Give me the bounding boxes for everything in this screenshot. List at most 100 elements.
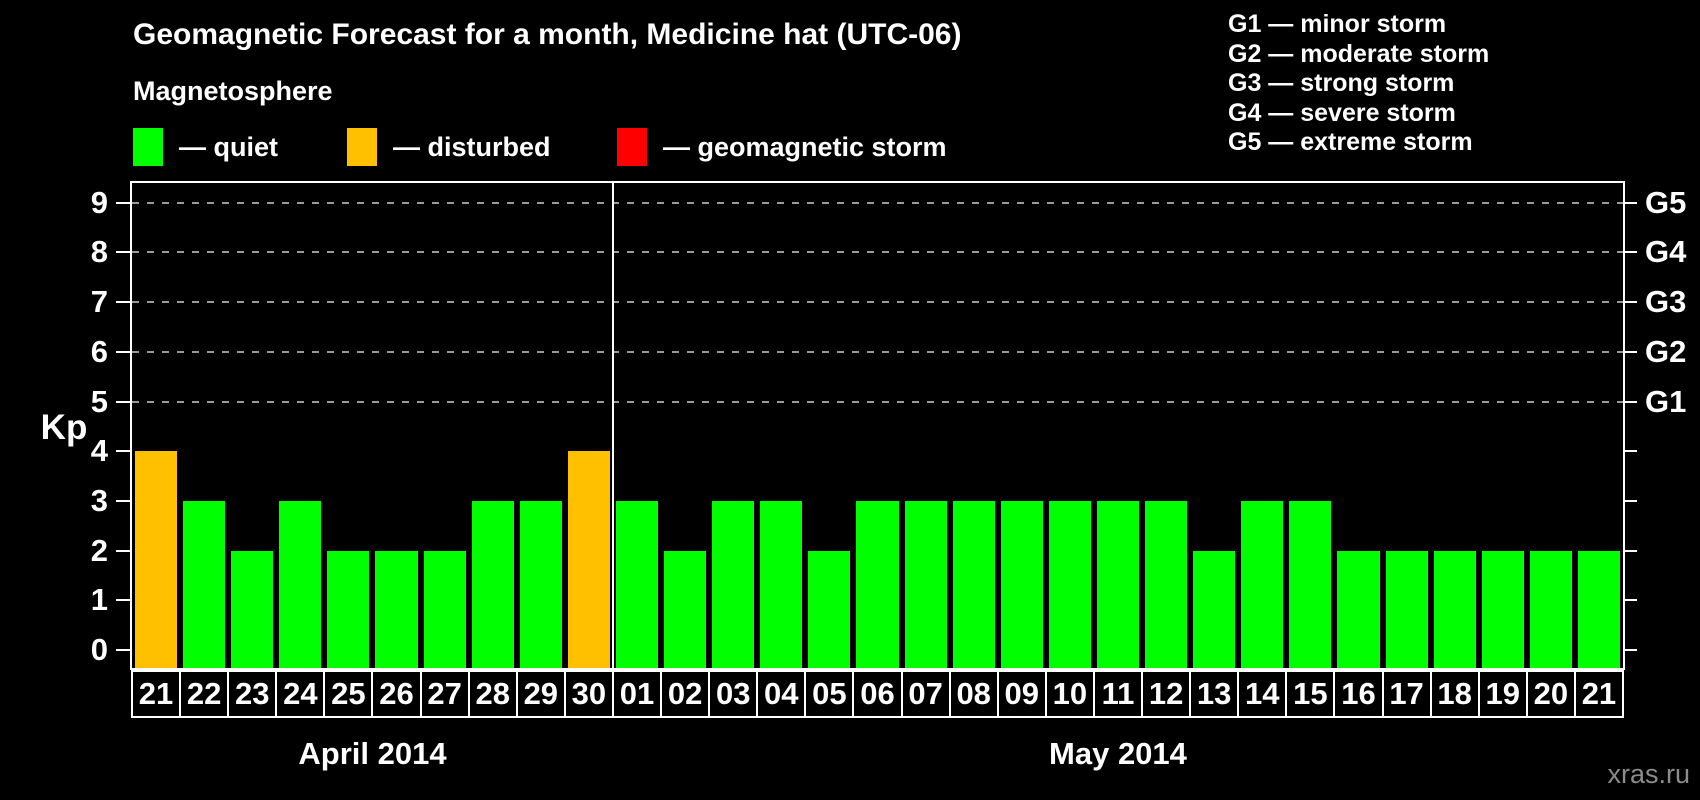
- bar-may-20: [1529, 550, 1572, 668]
- day-label-april-29: 29: [515, 670, 566, 718]
- day-label-may-17: 17: [1381, 670, 1432, 718]
- day-label-may-13: 13: [1189, 670, 1240, 718]
- day-label-may-04: 04: [756, 670, 807, 718]
- bar-may-07: [904, 500, 947, 668]
- y-tick-right-7: [1623, 301, 1637, 304]
- y-tick-label-1: 1: [90, 582, 108, 618]
- y-tick-left-9: [116, 201, 130, 204]
- bar-may-14: [1241, 500, 1284, 668]
- magnetosphere-label: Magnetosphere: [133, 76, 333, 106]
- y-tick-right-6: [1623, 350, 1637, 353]
- day-label-may-18: 18: [1429, 670, 1480, 718]
- day-label-may-05: 05: [804, 670, 855, 718]
- day-label-may-08: 08: [948, 670, 999, 718]
- y-tick-left-0: [116, 649, 130, 651]
- gridline-kp9: [132, 201, 1623, 204]
- kp-axis-label: Kp: [40, 408, 88, 447]
- bar-april-21: [135, 451, 178, 668]
- g-scale-label-G1: G1: [1645, 383, 1687, 419]
- day-label-may-07: 07: [900, 670, 951, 718]
- g-scale-label-G2: G2: [1645, 333, 1687, 369]
- day-label-april-25: 25: [323, 670, 374, 718]
- gridline-kp6: [132, 350, 1623, 353]
- storm-color-swatch: [617, 128, 647, 166]
- y-tick-left-4: [116, 450, 130, 453]
- day-label-april-28: 28: [467, 670, 518, 718]
- bar-may-04: [760, 500, 803, 668]
- bar-may-02: [664, 550, 707, 668]
- bar-may-11: [1096, 500, 1140, 668]
- day-label-april-30: 30: [563, 670, 614, 718]
- y-tick-right-8: [1623, 251, 1637, 254]
- bar-may-08: [952, 500, 995, 668]
- y-tick-left-6: [116, 350, 130, 353]
- disturbed-color-swatch: [347, 128, 377, 166]
- day-label-april-22: 22: [179, 670, 230, 718]
- legend-item-quiet: — quiet: [133, 126, 278, 168]
- bar-may-17: [1385, 550, 1428, 668]
- day-label-may-12: 12: [1141, 670, 1192, 718]
- bar-may-12: [1145, 500, 1188, 668]
- bar-may-16: [1337, 550, 1380, 668]
- day-label-may-01: 01: [611, 670, 663, 718]
- y-tick-right-1: [1623, 599, 1637, 602]
- bar-may-09: [1000, 500, 1043, 668]
- y-tick-label-5: 5: [90, 383, 108, 419]
- quiet-color-swatch: [133, 128, 163, 166]
- g-scale-label-G5: G5: [1645, 184, 1687, 220]
- y-tick-left-3: [116, 499, 130, 502]
- y-tick-label-0: 0: [90, 632, 108, 667]
- bar-april-27: [423, 550, 466, 668]
- page-title: Geomagnetic Forecast for a month, Medici…: [133, 18, 962, 51]
- bar-april-22: [183, 500, 226, 668]
- y-tick-right-3: [1623, 499, 1637, 502]
- y-tick-label-9: 9: [90, 184, 108, 220]
- y-tick-left-2: [116, 549, 130, 552]
- bar-april-26: [375, 550, 418, 668]
- gridline-kp7: [132, 301, 1623, 304]
- day-label-may-11: 11: [1092, 670, 1144, 718]
- g-scale-label-G3: G3: [1645, 284, 1687, 320]
- y-tick-right-2: [1623, 549, 1637, 552]
- gridline-kp8: [132, 251, 1623, 254]
- y-tick-label-2: 2: [90, 532, 108, 568]
- legend-item-storm: — geomagnetic storm: [617, 126, 947, 168]
- legend-item-disturbed: — disturbed: [347, 126, 551, 168]
- bar-april-28: [471, 500, 514, 668]
- bar-may-03: [712, 500, 755, 668]
- day-label-april-27: 27: [419, 670, 470, 718]
- day-label-may-15: 15: [1285, 670, 1336, 718]
- bar-may-10: [1048, 500, 1091, 668]
- day-label-may-09: 09: [996, 670, 1047, 718]
- y-tick-label-4: 4: [90, 433, 108, 469]
- y-tick-label-8: 8: [90, 234, 108, 270]
- y-tick-left-1: [116, 599, 130, 602]
- day-label-april-24: 24: [275, 670, 326, 718]
- storm-scale-item: G5 — extreme storm: [1228, 128, 1473, 156]
- legend-label-disturbed: — disturbed: [393, 131, 551, 162]
- y-tick-left-8: [116, 251, 130, 254]
- watermark: xras.ru: [1607, 759, 1690, 789]
- bar-may-05: [808, 550, 851, 668]
- plot-area: 0 1 2 3 4 5 6 7 8 9 G1 G2 G3 G4 G5 21 22 23 24 25 26 27 28 29 30…: [91, 181, 1686, 771]
- day-label-may-02: 02: [660, 670, 711, 718]
- bar-april-25: [327, 550, 370, 668]
- bar-april-30: [567, 451, 610, 668]
- y-tick-label-7: 7: [90, 284, 108, 320]
- bar-may-01: [615, 500, 659, 668]
- y-tick-label-6: 6: [90, 333, 108, 369]
- y-tick-left-7: [116, 301, 130, 304]
- day-label-april-26: 26: [371, 670, 422, 718]
- day-label-april-23: 23: [227, 670, 278, 718]
- month-divider-line: [611, 183, 614, 668]
- storm-scale-item: G1 — minor storm: [1228, 10, 1447, 38]
- bar-may-19: [1481, 550, 1524, 668]
- day-label-may-21: 21: [1573, 670, 1624, 718]
- bar-april-24: [279, 500, 322, 668]
- y-tick-right-5: [1623, 400, 1637, 403]
- day-label-may-20: 20: [1525, 670, 1576, 718]
- month-label-april: April 2014: [298, 736, 447, 771]
- storm-scale-item: G2 — moderate storm: [1228, 39, 1490, 68]
- y-tick-right-0: [1623, 649, 1637, 651]
